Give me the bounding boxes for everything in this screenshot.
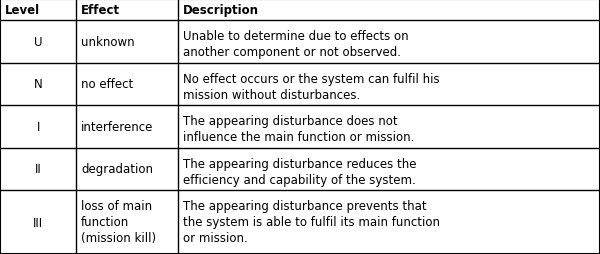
Text: II: II (35, 163, 41, 176)
Text: The appearing disturbance reduces the
efficiency and capability of the system.: The appearing disturbance reduces the ef… (183, 157, 416, 186)
Text: Unable to determine due to effects on
another component or not observed.: Unable to determine due to effects on an… (183, 30, 409, 59)
Text: loss of main
function
(mission kill): loss of main function (mission kill) (81, 199, 156, 244)
Text: Description: Description (183, 4, 259, 17)
Text: N: N (34, 78, 43, 91)
Text: Effect: Effect (81, 4, 120, 17)
Text: no effect: no effect (81, 78, 133, 91)
Text: interference: interference (81, 121, 154, 133)
Text: degradation: degradation (81, 163, 153, 176)
Text: The appearing disturbance prevents that
the system is able to fulfil its main fu: The appearing disturbance prevents that … (183, 199, 440, 244)
Text: Level: Level (5, 4, 40, 17)
Text: No effect occurs or the system can fulfil his
mission without disturbances.: No effect occurs or the system can fulfi… (183, 72, 440, 101)
Text: The appearing disturbance does not
influence the main function or mission.: The appearing disturbance does not influ… (183, 115, 415, 144)
Text: III: III (33, 216, 43, 229)
Text: unknown: unknown (81, 36, 134, 49)
Text: I: I (37, 121, 40, 133)
Text: U: U (34, 36, 43, 49)
